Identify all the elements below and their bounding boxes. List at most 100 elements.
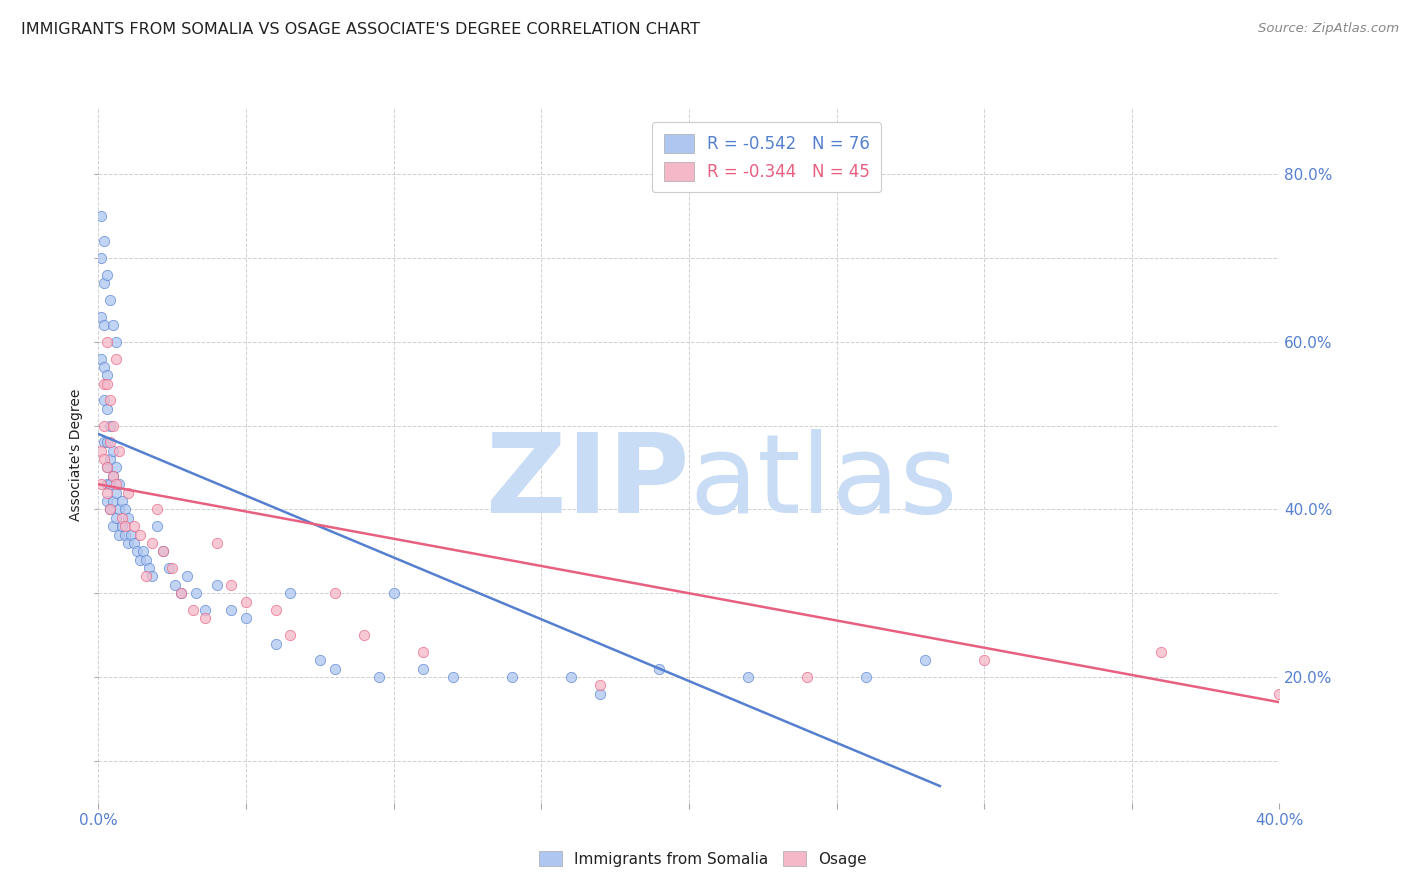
Point — [122, 536, 145, 550]
Point — [146, 519, 169, 533]
Point — [132, 544, 155, 558]
Point — [114, 527, 136, 541]
Point — [117, 536, 139, 550]
Point — [128, 527, 150, 541]
Point — [323, 662, 346, 676]
Point — [914, 653, 936, 667]
Point — [98, 293, 121, 307]
Point — [412, 662, 434, 676]
Point — [176, 569, 198, 583]
Point — [111, 494, 134, 508]
Point — [235, 611, 257, 625]
Point — [128, 552, 150, 566]
Point — [108, 527, 131, 541]
Point — [353, 628, 375, 642]
Point — [382, 586, 405, 600]
Point — [737, 670, 759, 684]
Legend: Immigrants from Somalia, Osage: Immigrants from Somalia, Osage — [533, 845, 873, 872]
Point — [96, 477, 118, 491]
Point — [135, 569, 157, 583]
Point — [103, 468, 125, 483]
Point — [93, 393, 115, 408]
Point — [103, 418, 125, 433]
Point — [141, 536, 163, 550]
Point — [1150, 645, 1173, 659]
Point — [108, 443, 131, 458]
Point — [138, 561, 160, 575]
Point — [93, 359, 115, 374]
Point — [152, 544, 174, 558]
Point — [96, 460, 118, 475]
Point — [162, 561, 183, 575]
Point — [90, 443, 112, 458]
Point — [90, 477, 112, 491]
Point — [278, 586, 302, 600]
Point — [117, 485, 139, 500]
Point — [96, 494, 118, 508]
Point — [170, 586, 193, 600]
Point — [855, 670, 877, 684]
Point — [170, 586, 193, 600]
Point — [96, 485, 118, 500]
Point — [309, 653, 332, 667]
Point — [194, 603, 217, 617]
Point — [98, 452, 121, 467]
Point — [105, 485, 128, 500]
Point — [368, 670, 391, 684]
Point — [96, 435, 118, 450]
Point — [98, 393, 121, 408]
Legend: R = -0.542   N = 76, R = -0.344   N = 45: R = -0.542 N = 76, R = -0.344 N = 45 — [652, 122, 882, 193]
Point — [278, 628, 302, 642]
Point — [589, 678, 612, 692]
Point — [589, 687, 612, 701]
Point — [93, 418, 115, 433]
Point — [90, 310, 112, 324]
Point — [96, 368, 118, 383]
Point — [501, 670, 523, 684]
Point — [98, 502, 121, 516]
Point — [105, 477, 128, 491]
Point — [560, 670, 582, 684]
Point — [96, 334, 118, 349]
Point — [93, 234, 115, 248]
Point — [122, 519, 145, 533]
Point — [105, 460, 128, 475]
Point — [103, 443, 125, 458]
Point — [264, 603, 287, 617]
Point — [90, 251, 112, 265]
Point — [194, 611, 217, 625]
Point — [205, 578, 228, 592]
Point — [181, 603, 204, 617]
Point — [796, 670, 818, 684]
Point — [105, 351, 128, 366]
Point — [96, 376, 118, 391]
Point — [141, 569, 163, 583]
Point — [103, 519, 125, 533]
Point — [93, 452, 115, 467]
Point — [135, 552, 157, 566]
Point — [973, 653, 995, 667]
Point — [103, 318, 125, 332]
Point — [152, 544, 174, 558]
Point — [219, 578, 242, 592]
Point — [105, 334, 128, 349]
Point — [114, 502, 136, 516]
Point — [93, 435, 115, 450]
Point — [98, 418, 121, 433]
Point — [412, 645, 434, 659]
Point — [96, 460, 118, 475]
Point — [165, 578, 187, 592]
Point — [219, 603, 242, 617]
Point — [96, 268, 118, 282]
Point — [90, 209, 112, 223]
Point — [93, 318, 115, 332]
Point — [120, 527, 142, 541]
Point — [90, 351, 112, 366]
Point — [98, 435, 121, 450]
Point — [93, 376, 115, 391]
Text: atlas: atlas — [689, 429, 957, 536]
Point — [146, 502, 169, 516]
Point — [111, 519, 134, 533]
Point — [98, 477, 121, 491]
Point — [323, 586, 346, 600]
